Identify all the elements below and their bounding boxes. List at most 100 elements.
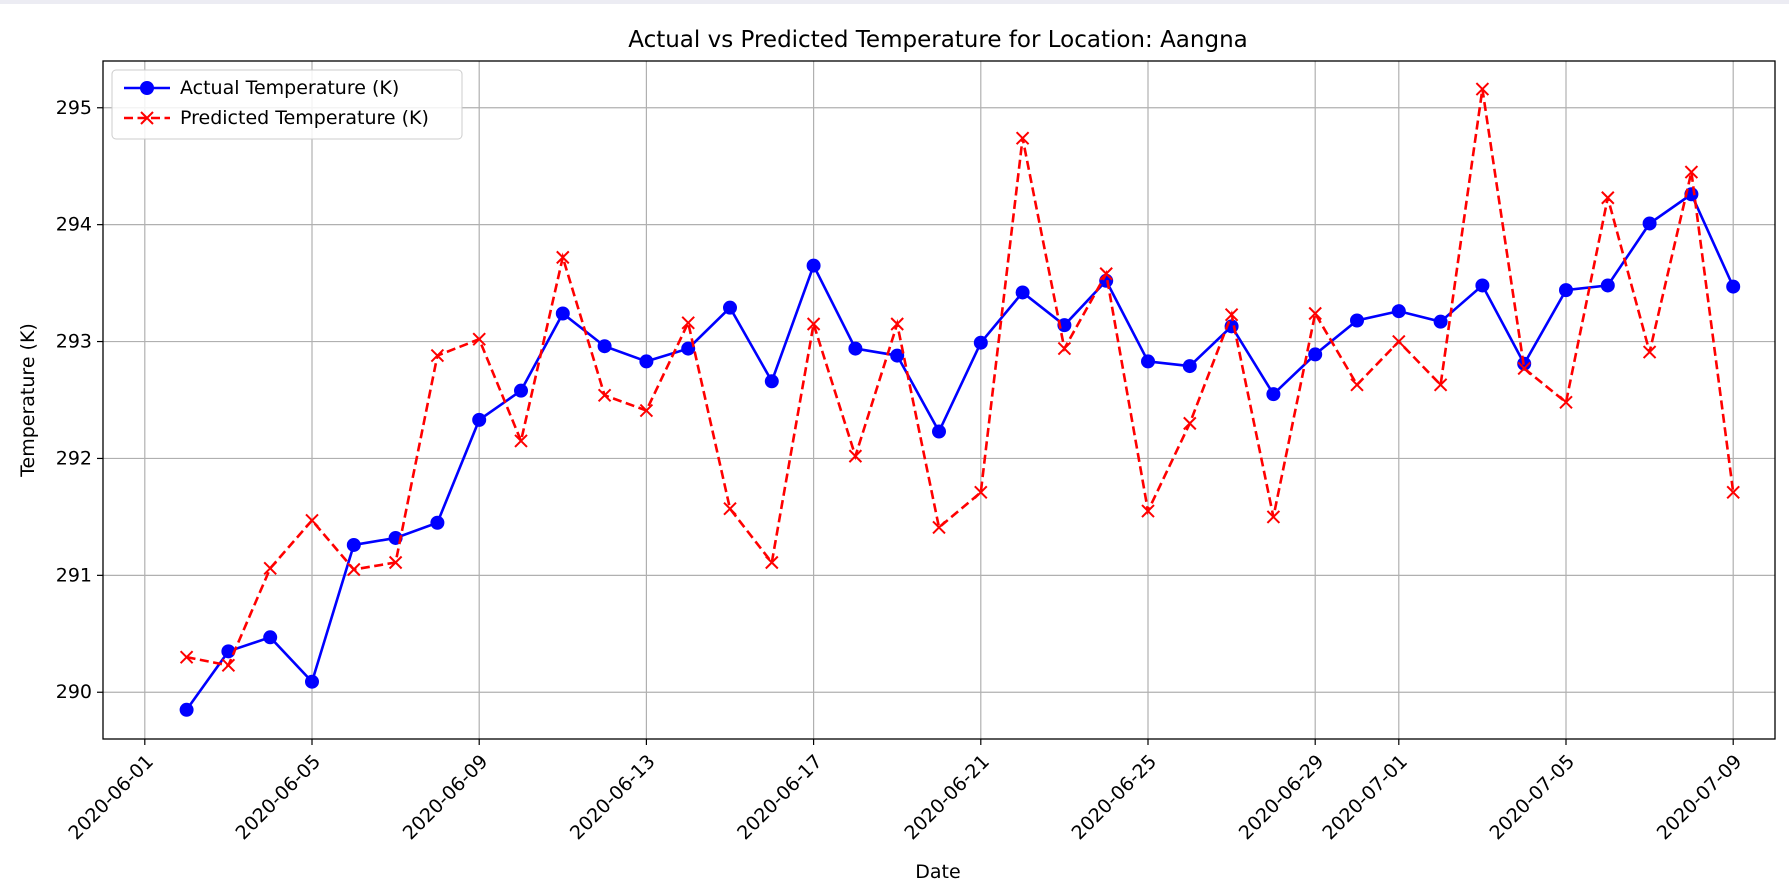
- data-point: [221, 644, 236, 659]
- data-point: [1182, 359, 1197, 374]
- axes-frame: [102, 60, 1776, 740]
- data-point: [806, 258, 821, 273]
- data-point: [556, 250, 570, 265]
- data-point: [597, 339, 612, 354]
- x-tick-label: 2020-07-05: [1486, 751, 1580, 845]
- data-point: [1015, 285, 1030, 300]
- plot-area: [179, 82, 1741, 717]
- data-point: [1141, 354, 1155, 369]
- data-point: [472, 332, 486, 346]
- data-point: [514, 434, 528, 448]
- x-tick-label: 2020-07-09: [1653, 751, 1747, 845]
- data-point: [305, 513, 319, 528]
- series-line: [186, 88, 1735, 667]
- data-point: [179, 650, 194, 664]
- data-point: [681, 341, 696, 356]
- legend-swatch-marker: [140, 111, 154, 125]
- data-point: [221, 658, 236, 673]
- data-point: [597, 388, 612, 403]
- y-tick-label: 295: [56, 97, 92, 119]
- data-point: [890, 317, 904, 331]
- data-point: [514, 383, 528, 398]
- data-point: [639, 354, 654, 369]
- data-point: [1726, 485, 1740, 500]
- x-tick-label: 2020-06-25: [1068, 751, 1162, 845]
- data-point: [430, 348, 445, 363]
- data-point: [1266, 387, 1281, 402]
- x-tick-label: 2020-06-01: [64, 751, 158, 845]
- data-point: [848, 341, 863, 356]
- y-tick-label: 293: [56, 331, 92, 353]
- grid-lines: [103, 61, 1775, 739]
- data-point: [263, 630, 278, 645]
- data-point: [1433, 314, 1448, 329]
- series-line: [185, 192, 1735, 711]
- data-point: [681, 316, 695, 330]
- data-point: [639, 403, 654, 418]
- data-point: [1099, 267, 1113, 281]
- data-point: [1475, 82, 1490, 96]
- legend: Actual Temperature (K) Predicted Temperat…: [111, 69, 463, 140]
- data-point: [1559, 395, 1573, 410]
- y-tick-label: 290: [56, 681, 92, 703]
- x-tick-label: 2020-06-17: [733, 751, 827, 845]
- data-point: [765, 555, 779, 570]
- y-tick-label: 294: [56, 214, 92, 236]
- data-point: [1308, 306, 1322, 321]
- chart-title: Actual vs Predicted Temperature for Loca…: [628, 27, 1248, 53]
- data-point: [1642, 345, 1657, 359]
- data-point: [430, 515, 445, 530]
- x-axis: 2020-06-01 2020-06-05 2020-06-09 2020-06-13…: [64, 739, 1746, 844]
- data-point: [1350, 313, 1364, 328]
- data-point: [1601, 191, 1615, 205]
- legend-label: Predicted Temperature (K): [180, 107, 429, 129]
- data-point: [1559, 283, 1573, 298]
- data-point: [1141, 504, 1155, 518]
- data-point: [388, 555, 403, 570]
- x-tick-label: 2020-06-29: [1235, 751, 1329, 845]
- data-point: [1308, 347, 1323, 362]
- data-point: [346, 537, 361, 552]
- data-point: [848, 449, 863, 463]
- x-tick-label: 2020-06-21: [900, 751, 994, 845]
- top-strip: [0, 0, 1789, 4]
- data-point: [890, 348, 905, 363]
- legend-label: Actual Temperature (K): [180, 77, 399, 99]
- data-point: [305, 674, 319, 689]
- data-point: [1391, 304, 1406, 319]
- data-point: [1642, 216, 1657, 231]
- data-point: [1057, 341, 1072, 356]
- data-point: [1726, 279, 1741, 294]
- x-tick-label: 2020-06-13: [566, 751, 660, 845]
- data-point: [1183, 416, 1197, 431]
- data-point: [1015, 131, 1030, 145]
- data-point: [1224, 307, 1239, 322]
- data-point: [1266, 510, 1281, 524]
- data-point: [1433, 378, 1448, 392]
- series-1: [179, 82, 1740, 673]
- data-point: [472, 412, 487, 427]
- data-point: [1350, 378, 1364, 392]
- data-point: [555, 306, 570, 321]
- y-axis: 290 291 292 293 294 295: [56, 97, 103, 703]
- data-point: [764, 374, 779, 389]
- data-point: [1517, 361, 1531, 376]
- x-axis-label: Date: [915, 861, 960, 883]
- data-point: [1600, 278, 1615, 293]
- x-tick-label: 2020-06-09: [399, 751, 493, 845]
- data-point: [1392, 334, 1406, 349]
- legend-box: [111, 69, 463, 140]
- data-point: [347, 562, 361, 577]
- data-point: [974, 485, 988, 500]
- x-tick-label: 2020-07-01: [1318, 751, 1412, 845]
- data-point: [932, 424, 946, 439]
- y-axis-label: Temperature (K): [17, 323, 39, 478]
- x-tick-label: 2020-06-05: [232, 751, 326, 845]
- data-point: [179, 702, 194, 717]
- data-point: [1475, 278, 1490, 293]
- data-point: [723, 502, 737, 516]
- data-point: [973, 335, 988, 350]
- data-point: [263, 561, 277, 576]
- legend-swatch-marker: [140, 81, 154, 95]
